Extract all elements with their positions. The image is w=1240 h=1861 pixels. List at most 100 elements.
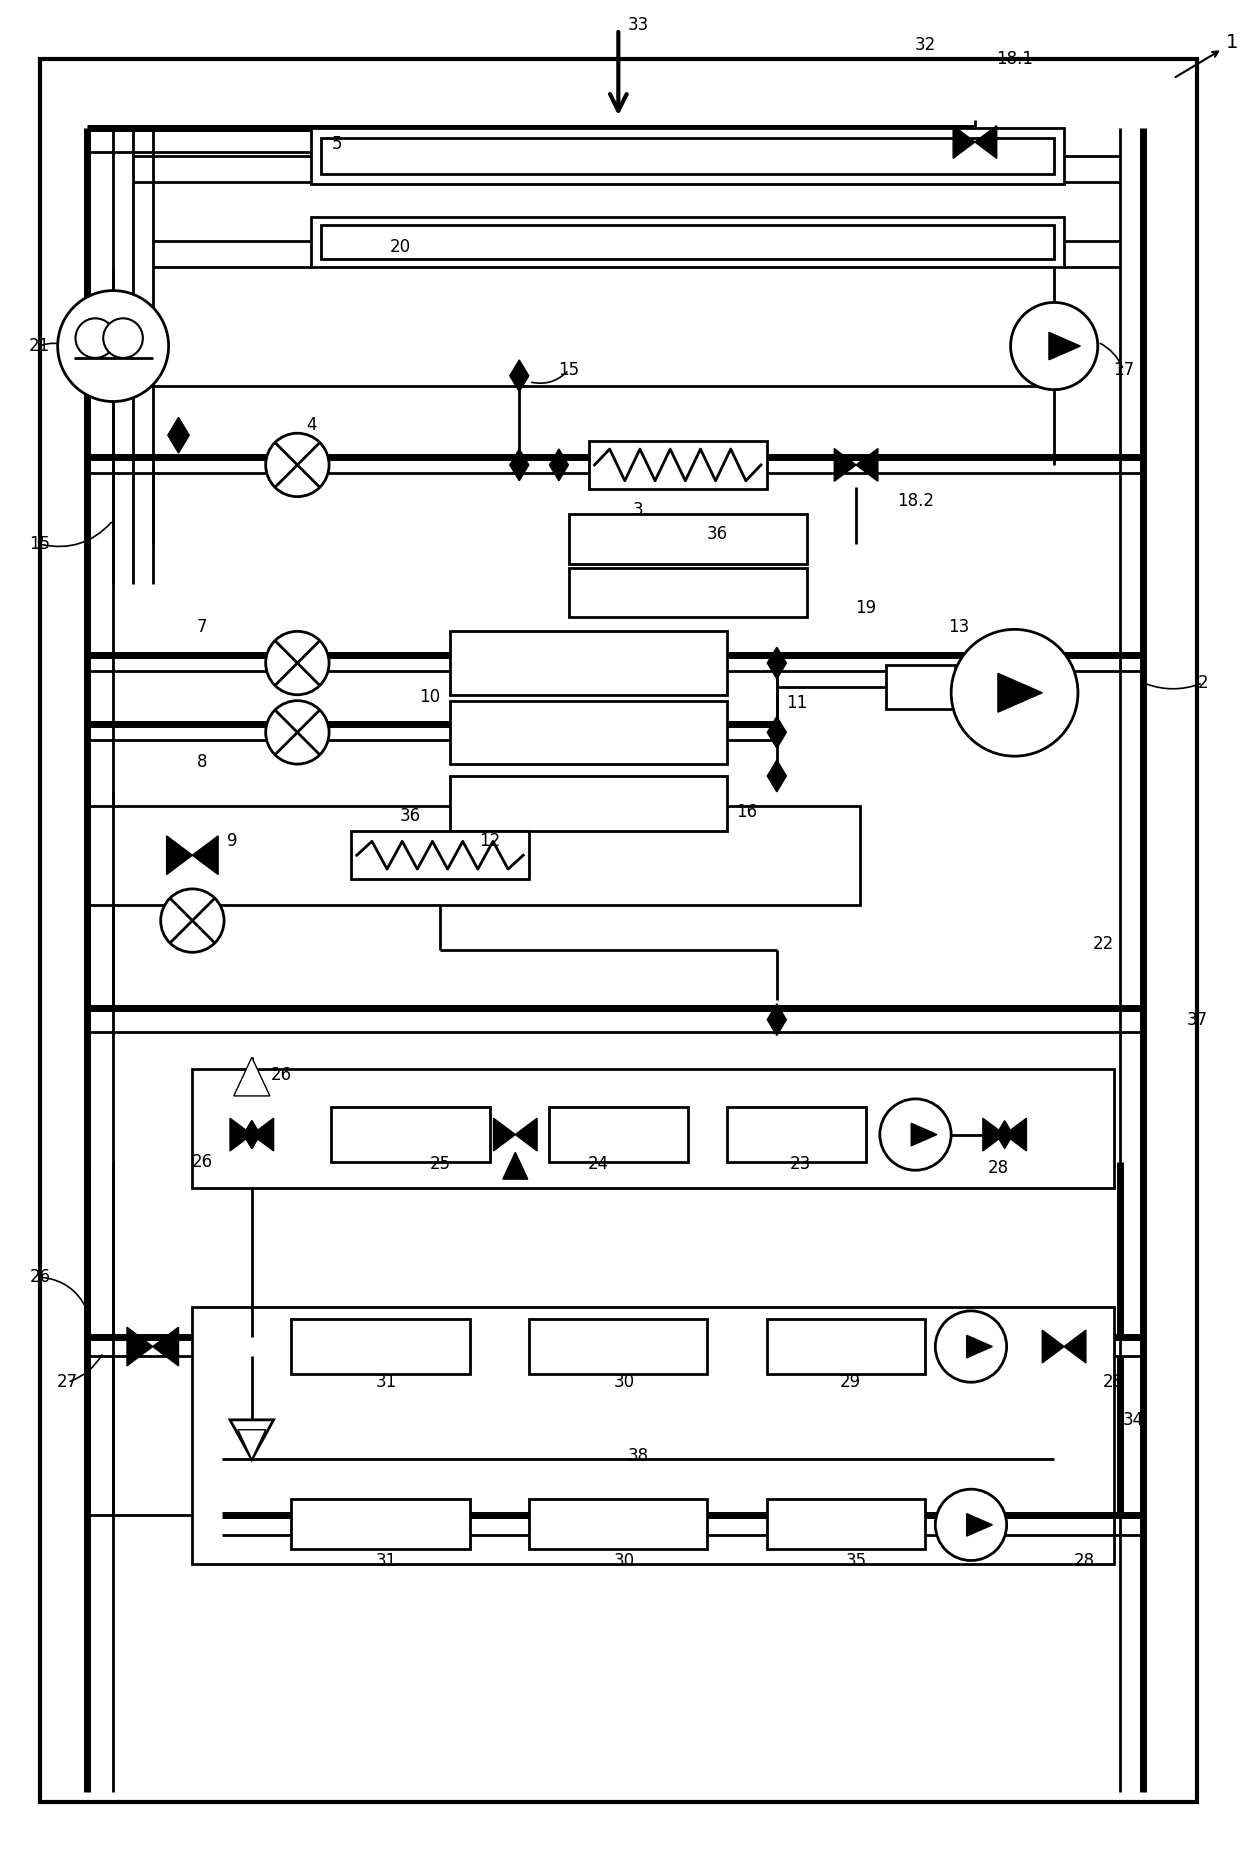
Bar — [311, 218, 1064, 266]
Text: 25: 25 — [429, 1156, 450, 1172]
Polygon shape — [967, 1336, 992, 1359]
Polygon shape — [998, 674, 1043, 713]
Text: 2: 2 — [1198, 674, 1208, 692]
Text: 22: 22 — [1094, 936, 1115, 953]
Circle shape — [935, 1489, 1007, 1561]
Text: 7: 7 — [197, 618, 207, 636]
Circle shape — [161, 890, 224, 953]
Polygon shape — [126, 1327, 153, 1366]
Bar — [291, 1500, 470, 1548]
Circle shape — [265, 702, 329, 765]
Polygon shape — [954, 127, 975, 158]
Polygon shape — [229, 1420, 274, 1459]
Text: 30: 30 — [614, 1552, 635, 1569]
Text: 36: 36 — [707, 525, 728, 543]
Bar — [331, 1107, 490, 1163]
Bar — [529, 1500, 708, 1548]
Bar — [450, 702, 728, 765]
Text: 13: 13 — [949, 618, 970, 636]
Text: 37: 37 — [1187, 1011, 1208, 1029]
Text: 33: 33 — [627, 17, 649, 33]
Polygon shape — [911, 1124, 937, 1146]
Polygon shape — [494, 1118, 516, 1150]
Polygon shape — [967, 1513, 992, 1535]
Polygon shape — [503, 1152, 528, 1180]
Bar — [728, 1107, 866, 1163]
Polygon shape — [234, 1057, 270, 1096]
Bar — [311, 128, 1064, 184]
Polygon shape — [192, 836, 218, 875]
Text: 38: 38 — [627, 1446, 649, 1465]
Bar — [192, 1070, 1114, 1187]
Polygon shape — [243, 1120, 260, 1148]
Polygon shape — [252, 1118, 274, 1150]
Text: 28: 28 — [988, 1159, 1009, 1178]
Text: 29: 29 — [839, 1373, 861, 1392]
Text: 28: 28 — [1104, 1373, 1125, 1392]
Text: 5: 5 — [332, 136, 342, 153]
Polygon shape — [166, 836, 192, 875]
Circle shape — [76, 318, 115, 357]
Text: 17: 17 — [1114, 361, 1135, 380]
Text: 15: 15 — [558, 361, 579, 380]
Text: 36: 36 — [399, 806, 420, 824]
Polygon shape — [768, 648, 786, 679]
Polygon shape — [996, 1120, 1013, 1148]
Bar — [766, 1319, 925, 1373]
Circle shape — [951, 629, 1078, 756]
Text: 34: 34 — [1123, 1411, 1145, 1429]
Circle shape — [265, 434, 329, 497]
Polygon shape — [768, 1003, 786, 1035]
Text: 21: 21 — [30, 337, 51, 355]
Text: 19: 19 — [856, 599, 877, 616]
Bar — [529, 1319, 708, 1373]
Text: 9: 9 — [227, 832, 237, 850]
Text: 16: 16 — [737, 802, 758, 821]
Bar — [766, 1500, 925, 1548]
Text: 27: 27 — [57, 1373, 78, 1392]
Text: 4: 4 — [306, 417, 316, 434]
Text: 10: 10 — [419, 689, 440, 705]
Text: 23: 23 — [790, 1156, 811, 1172]
Circle shape — [265, 631, 329, 694]
Polygon shape — [983, 1118, 1004, 1150]
Bar — [351, 832, 529, 878]
Polygon shape — [510, 359, 528, 391]
Text: 28: 28 — [1074, 1552, 1095, 1569]
Bar — [569, 514, 806, 564]
Bar — [87, 806, 861, 904]
Text: 11: 11 — [786, 694, 807, 711]
Polygon shape — [549, 449, 568, 480]
Polygon shape — [1004, 1118, 1027, 1150]
Bar — [885, 664, 955, 709]
Circle shape — [57, 290, 169, 402]
Text: 15: 15 — [30, 536, 51, 553]
Polygon shape — [768, 759, 786, 791]
Text: 18.1: 18.1 — [996, 50, 1033, 67]
Polygon shape — [856, 449, 878, 482]
Polygon shape — [229, 1118, 252, 1150]
Bar — [569, 568, 806, 618]
Text: 12: 12 — [479, 832, 500, 850]
Bar — [549, 1107, 688, 1163]
Bar — [321, 225, 1054, 259]
Text: 31: 31 — [376, 1552, 397, 1569]
Bar — [450, 631, 728, 694]
Circle shape — [880, 1098, 951, 1171]
Circle shape — [1011, 303, 1097, 389]
Text: 3: 3 — [632, 501, 644, 519]
Polygon shape — [243, 1120, 260, 1148]
Polygon shape — [167, 417, 190, 452]
Circle shape — [103, 318, 143, 357]
Circle shape — [935, 1310, 1007, 1383]
Polygon shape — [516, 1118, 537, 1150]
Bar — [291, 1319, 470, 1373]
Text: 20: 20 — [389, 238, 410, 257]
Bar — [450, 776, 728, 832]
Polygon shape — [768, 716, 786, 748]
Polygon shape — [1049, 333, 1080, 359]
Text: 26: 26 — [272, 1066, 293, 1085]
Polygon shape — [510, 449, 528, 480]
Polygon shape — [153, 1327, 179, 1366]
Bar — [321, 138, 1054, 173]
